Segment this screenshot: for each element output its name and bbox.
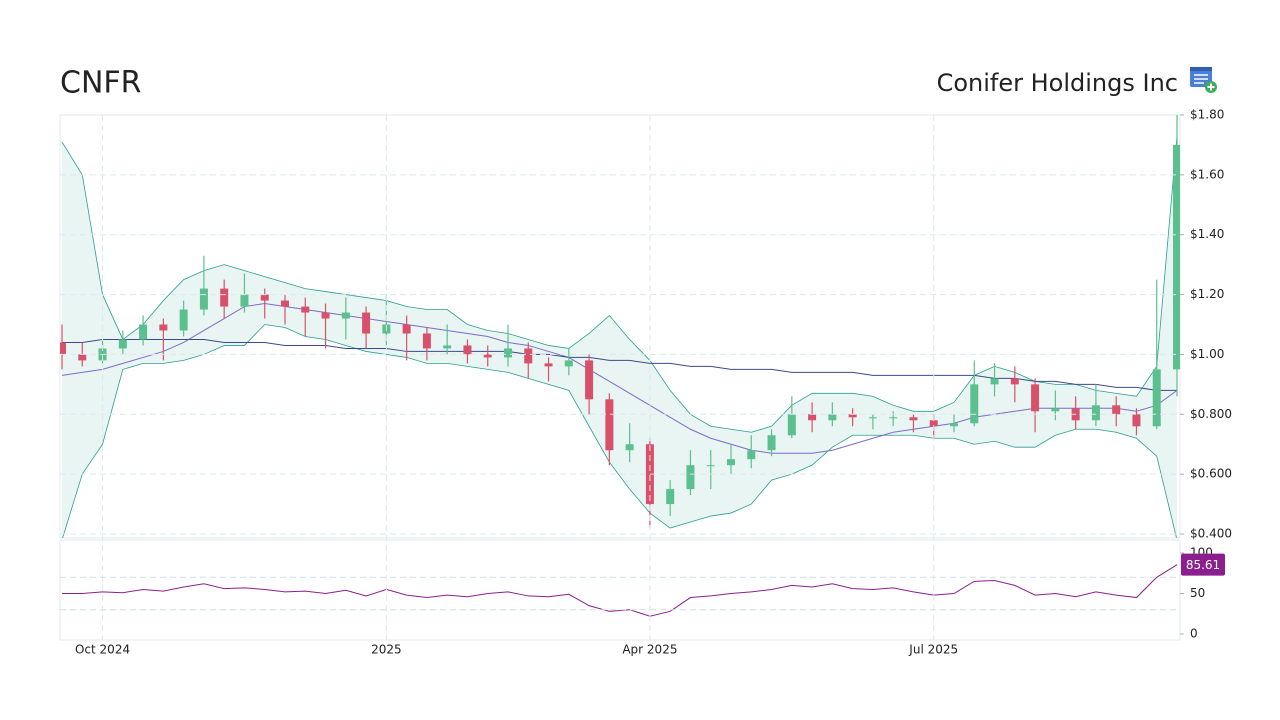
candle-body bbox=[78, 354, 87, 361]
candle-body bbox=[625, 444, 634, 451]
x-tick-label: 2025 bbox=[371, 643, 402, 657]
candle-body bbox=[463, 345, 472, 355]
candle-body bbox=[1091, 405, 1100, 421]
y-tick-label: $1.00 bbox=[1190, 347, 1224, 361]
candle-body bbox=[159, 324, 168, 331]
candle-body bbox=[990, 378, 999, 385]
watchlist-icon[interactable] bbox=[1190, 67, 1217, 93]
ticker: CNFR bbox=[60, 66, 142, 101]
candle-body bbox=[1051, 408, 1060, 412]
candle-body bbox=[666, 489, 675, 505]
candle-body bbox=[706, 465, 715, 467]
candle-body bbox=[1031, 384, 1040, 412]
candle-body bbox=[321, 312, 330, 319]
band-upper bbox=[61, 135, 1178, 433]
candle-body bbox=[950, 423, 958, 427]
y-tick-label: $1.40 bbox=[1190, 227, 1224, 241]
candle-body bbox=[970, 384, 979, 424]
candle-body bbox=[118, 339, 127, 349]
candle-body bbox=[686, 465, 695, 490]
candle-body bbox=[1173, 144, 1180, 370]
candle-body bbox=[179, 309, 188, 331]
candle-body bbox=[929, 420, 938, 427]
x-tick-label: Oct 2024 bbox=[75, 643, 130, 657]
candle-body bbox=[199, 288, 208, 310]
y-tick-label: $1.20 bbox=[1190, 287, 1224, 301]
candle-body bbox=[848, 414, 857, 418]
rsi-value-label: 85.61 bbox=[1186, 558, 1220, 572]
candle-body bbox=[422, 333, 431, 349]
candle-body bbox=[504, 348, 512, 358]
candle-body bbox=[260, 294, 269, 301]
candle-body bbox=[220, 288, 229, 307]
candle-body bbox=[402, 324, 411, 334]
band-fill bbox=[62, 135, 1177, 538]
candle-body bbox=[564, 360, 573, 367]
candle-body bbox=[1132, 414, 1141, 427]
candle-body bbox=[747, 450, 756, 460]
candle-body bbox=[645, 444, 654, 505]
candle-body bbox=[483, 354, 492, 358]
candle-body bbox=[60, 342, 66, 355]
y-tick-label: $0.800 bbox=[1190, 407, 1232, 421]
candle-body bbox=[544, 363, 553, 367]
candle-body bbox=[787, 414, 796, 436]
candle-body bbox=[341, 312, 350, 319]
candle-body bbox=[524, 348, 533, 364]
candle-body bbox=[1112, 405, 1121, 415]
candle-body bbox=[808, 414, 817, 421]
candle-body bbox=[828, 414, 837, 421]
candle-body bbox=[301, 306, 310, 313]
candle-body bbox=[139, 324, 148, 340]
rsi-frame bbox=[59, 539, 1181, 641]
moving-average bbox=[62, 338, 1177, 391]
candle-body bbox=[909, 417, 918, 421]
candle-body bbox=[443, 345, 452, 349]
rsi-badge bbox=[1181, 553, 1225, 576]
candle-body bbox=[240, 294, 249, 307]
y-tick-label: 0 bbox=[1190, 627, 1198, 641]
candle-body bbox=[767, 435, 776, 451]
rsi-line bbox=[62, 564, 1178, 617]
x-tick-label: Apr 2025 bbox=[622, 643, 677, 657]
candle-body bbox=[585, 360, 594, 400]
y-tick-label: $1.80 bbox=[1190, 108, 1224, 122]
candle-body bbox=[727, 459, 735, 466]
candle-body bbox=[889, 417, 898, 419]
candle-body bbox=[1152, 369, 1161, 427]
candle-body bbox=[281, 300, 289, 307]
candle-body bbox=[868, 417, 877, 419]
candle-body bbox=[362, 312, 371, 334]
y-tick-label: $0.400 bbox=[1190, 527, 1232, 541]
candle-body bbox=[1010, 378, 1019, 385]
company-name: Conifer Holdings Inc bbox=[937, 69, 1178, 97]
x-tick-label: Jul 2025 bbox=[908, 643, 958, 657]
y-tick-label: $1.60 bbox=[1190, 167, 1224, 181]
y-tick-label: $0.600 bbox=[1190, 467, 1232, 481]
y-tick-label: 50 bbox=[1190, 586, 1205, 600]
candle-body bbox=[605, 399, 614, 451]
